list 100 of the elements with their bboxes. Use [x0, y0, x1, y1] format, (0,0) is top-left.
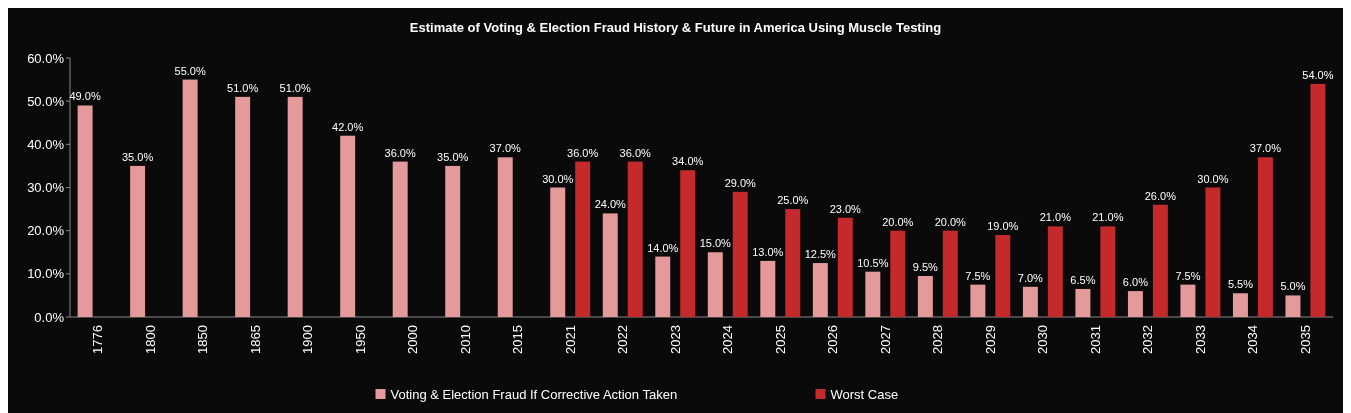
bar: [77, 105, 93, 317]
bar: [1022, 286, 1038, 317]
bar: [1180, 284, 1196, 317]
x-tick-label: 2032: [1140, 325, 1156, 354]
x-tick-label: 2022: [615, 325, 631, 354]
bar: [865, 271, 881, 317]
bar: [1075, 288, 1091, 317]
x-tick-label: 1800: [142, 325, 158, 354]
data-label: 30.0%: [542, 172, 574, 185]
data-label: 42.0%: [332, 120, 364, 133]
bar: [1310, 83, 1326, 317]
legend-label: Voting & Election Fraud If Corrective Action Taken: [390, 387, 678, 402]
data-label: 7.0%: [1017, 271, 1044, 284]
data-label: 36.0%: [567, 146, 599, 159]
data-label: 5.5%: [1227, 278, 1254, 291]
bar: [917, 275, 933, 317]
x-tick-label: 2033: [1192, 325, 1208, 354]
y-tick-label: 30.0%: [27, 180, 65, 196]
data-label: 12.5%: [804, 248, 837, 261]
y-tick-label: 0.0%: [34, 309, 65, 325]
bar: [602, 213, 618, 317]
data-label: 13.0%: [752, 245, 784, 258]
data-label: 37.0%: [489, 142, 522, 155]
bar: [130, 165, 146, 317]
bar: [1232, 293, 1248, 317]
bar: [1285, 295, 1301, 317]
y-tick-label: 50.0%: [27, 93, 65, 109]
bar: [655, 256, 671, 317]
x-tick-label: 2029: [982, 325, 998, 354]
data-label: 51.0%: [279, 81, 311, 94]
data-label: 34.0%: [672, 155, 704, 168]
x-tick-label: 2035: [1297, 325, 1313, 354]
x-tick-label: 1950: [352, 325, 368, 354]
data-label: 6.5%: [1070, 273, 1096, 286]
data-label: 26.0%: [1144, 189, 1177, 202]
bar: [970, 284, 986, 317]
bar: [1152, 204, 1168, 317]
y-tick-label: 20.0%: [27, 223, 65, 239]
bar: [550, 187, 566, 317]
bar: [785, 209, 801, 317]
data-label: 25.0%: [777, 194, 809, 207]
data-label: 5.0%: [1280, 280, 1306, 293]
x-tick-label: 2025: [772, 325, 788, 354]
data-label: 30.0%: [1197, 172, 1229, 185]
data-label: 15.0%: [699, 237, 732, 250]
bar: [680, 170, 696, 317]
bar: [707, 252, 723, 317]
data-label: 23.0%: [829, 202, 862, 215]
data-label: 51.0%: [227, 81, 259, 94]
x-tick-label: 2031: [1087, 325, 1103, 354]
x-tick-label: 1865: [247, 325, 263, 354]
bar: [182, 79, 198, 317]
x-tick-label: 2026: [825, 325, 841, 354]
data-label: 19.0%: [987, 219, 1019, 232]
x-tick-label: 2010: [457, 325, 473, 354]
x-tick-label: 2021: [562, 325, 578, 354]
bar: [1257, 157, 1273, 317]
bar: [732, 191, 748, 317]
bar: [942, 230, 958, 317]
bar: [340, 135, 356, 317]
data-label: 9.5%: [912, 260, 939, 273]
y-tick-label: 60.0%: [27, 50, 65, 66]
data-label: 10.5%: [857, 256, 889, 269]
data-label: 14.0%: [647, 241, 679, 254]
data-label: 24.0%: [594, 198, 627, 211]
x-tick-label: 1776: [90, 325, 106, 354]
data-label: 36.0%: [384, 146, 416, 159]
bar: [287, 96, 303, 317]
bar: [497, 157, 513, 317]
data-label: 21.0%: [1039, 211, 1072, 224]
bar: [837, 217, 853, 317]
data-label: 35.0%: [437, 150, 469, 163]
x-tick-label: 2024: [720, 325, 736, 354]
bar: [890, 230, 906, 317]
bar: [575, 161, 591, 317]
data-label: 37.0%: [1249, 142, 1282, 155]
data-label: 29.0%: [724, 176, 757, 189]
bar: [627, 161, 643, 317]
bar: [392, 161, 408, 317]
x-tick-label: 2023: [667, 325, 683, 354]
x-tick-label: 2028: [930, 325, 946, 354]
data-label: 21.0%: [1092, 211, 1124, 224]
x-tick-label: 1900: [300, 325, 316, 354]
x-tick-label: 2015: [510, 325, 526, 354]
y-tick-label: 40.0%: [27, 136, 65, 152]
x-tick-label: 2030: [1035, 325, 1051, 354]
x-tick-label: 2027: [877, 325, 893, 354]
bar: [812, 263, 828, 317]
data-label: 20.0%: [882, 215, 914, 228]
bar: [995, 234, 1011, 317]
data-label: 49.0%: [69, 90, 101, 103]
x-tick-label: 1850: [195, 325, 211, 354]
bar: [1100, 226, 1116, 317]
x-tick-label: 2034: [1245, 325, 1261, 354]
legend-label: Worst Case: [830, 387, 899, 402]
bar: [235, 96, 251, 317]
data-label: 20.0%: [934, 215, 967, 228]
data-label: 35.0%: [122, 150, 154, 163]
chart-title: Estimate of Voting & Election Fraud History & Future in America Using Muscle Testing: [409, 20, 942, 35]
x-tick-label: 2000: [405, 325, 421, 354]
